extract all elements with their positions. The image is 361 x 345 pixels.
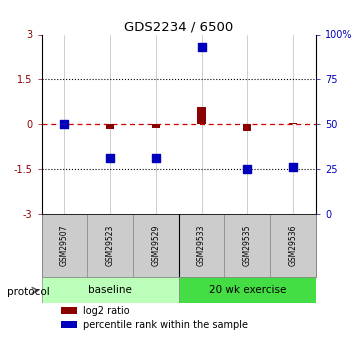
Title: GDS2234 / 6500: GDS2234 / 6500 [124,20,233,33]
FancyBboxPatch shape [270,214,316,277]
Bar [106,124,114,129]
FancyBboxPatch shape [42,277,179,303]
Point [61,121,67,127]
Text: GSM29529: GSM29529 [151,225,160,266]
Text: log2 ratio: log2 ratio [83,306,129,316]
Text: protocol: protocol [7,287,50,296]
FancyBboxPatch shape [225,214,270,277]
Bar [197,107,206,124]
FancyBboxPatch shape [87,214,133,277]
Point [290,164,296,170]
Bar [152,124,160,128]
FancyBboxPatch shape [179,277,316,303]
Text: GSM29533: GSM29533 [197,225,206,266]
FancyBboxPatch shape [133,214,179,277]
FancyBboxPatch shape [42,214,316,277]
Bar [61,321,77,328]
FancyBboxPatch shape [179,214,225,277]
Bar [61,307,77,315]
Point [199,44,204,50]
FancyBboxPatch shape [42,214,87,277]
Text: GSM29536: GSM29536 [288,225,297,266]
Point [107,155,113,161]
Text: GSM29507: GSM29507 [60,225,69,266]
Point [244,166,250,172]
Text: GSM29535: GSM29535 [243,225,252,266]
Text: percentile rank within the sample: percentile rank within the sample [83,319,248,329]
Point [153,155,159,161]
Text: 20 wk exercise: 20 wk exercise [209,285,286,295]
Bar [243,124,251,131]
Text: baseline: baseline [88,285,132,295]
Text: GSM29523: GSM29523 [106,225,114,266]
Bar [289,123,297,124]
